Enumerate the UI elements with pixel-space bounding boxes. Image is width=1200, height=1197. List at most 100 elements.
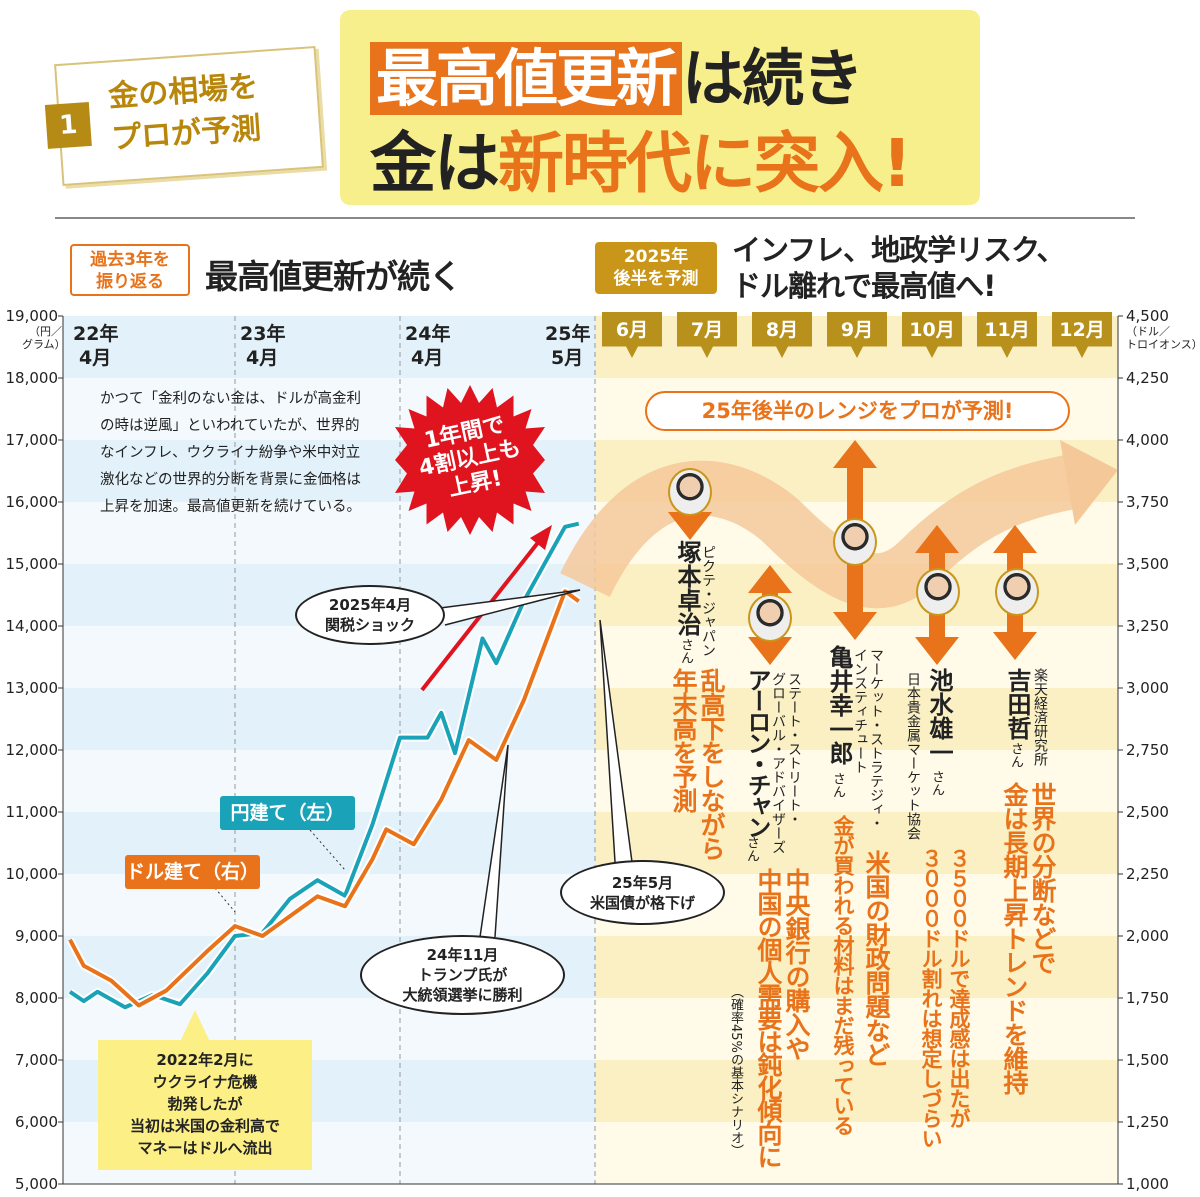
legend-dollar: ドル建て（右） — [125, 855, 260, 889]
expert-2-prediction-1: 中央銀行の購入や — [782, 868, 811, 1060]
y-left-tick-label: 16,000 — [5, 493, 59, 511]
y-left-tick-label: 5,000 — [15, 1175, 58, 1193]
y-right-tick-label: 2,750 — [1126, 741, 1169, 759]
callout-line2: 米国債が格下げ — [589, 893, 695, 912]
y-left-tick-label: 8,000 — [15, 989, 58, 1007]
expert-3-name: 亀井幸一郎 — [825, 645, 853, 765]
callout-line1: 24年11月 — [426, 946, 499, 964]
expert-3-org-1: マーケット・ストラテジィ・ — [868, 648, 884, 830]
tag-line2: 振り返る — [96, 272, 164, 292]
callout-line3: 勃発したが — [167, 1095, 243, 1113]
callout-line1: 25年5月 — [611, 873, 674, 892]
expert-2-prediction-2: 中国の個人需要は鈍化傾向に — [754, 868, 783, 1167]
expert-4-prediction-2: ３０００ドル割れは想定しづらい — [919, 848, 943, 1148]
y-left-tick-label: 11,000 — [5, 803, 59, 821]
title-line2: 金は新時代に突入! — [370, 110, 912, 206]
expert-5-org: 楽天経済研究所 — [1032, 668, 1048, 766]
expert-1-suffix: さん — [678, 638, 693, 664]
bg-band-left — [63, 316, 595, 378]
expert-1-prediction-1: 乱高下をしながら — [697, 668, 726, 860]
callout-line5: マネーはドルへ流出 — [137, 1139, 273, 1157]
tick-year: 24年 — [405, 323, 451, 345]
unit-line2: グラム） — [22, 338, 66, 351]
y-right-tick-label: 4,000 — [1126, 431, 1169, 449]
title-line1: 最高値更新は続き — [370, 28, 864, 118]
callout-line3: 大統領選挙に勝利 — [402, 986, 523, 1004]
bg-band-right — [595, 936, 1118, 998]
bg-band-right — [595, 688, 1118, 750]
callout-line2: 関税ショック — [324, 616, 415, 634]
ukraine-pointer — [180, 1010, 210, 1042]
tick-month: 4月 — [79, 347, 112, 369]
right-heading: インフレ、地政学リスク、 ドル離れで最高値へ! — [732, 232, 1066, 304]
callout-tariff-shock: 2025年4月 関税ショック — [295, 585, 445, 645]
expert-3-photo — [833, 518, 877, 566]
y-left-tick-label: 18,000 — [5, 369, 59, 387]
legend-yen: 円建て（左） — [220, 796, 355, 830]
tick-year: 25年 — [545, 323, 591, 345]
y-left-tick-label: 17,000 — [5, 431, 59, 449]
y-right-tick-label: 1,250 — [1126, 1113, 1169, 1131]
expert-1-photo — [668, 468, 712, 516]
expert-3-suffix: さん — [830, 772, 845, 798]
tick-month: 4月 — [411, 347, 444, 369]
tag-line1: 2025年 — [623, 247, 689, 267]
red-arrowhead — [530, 525, 552, 550]
right-section-tag: 2025年 後半を予測 — [595, 242, 717, 294]
expert-1-org: ピクテ・ジャパン — [700, 545, 716, 657]
y-left-tick-label: 15,000 — [5, 555, 59, 573]
expert-5-name: 吉田哲 — [1003, 668, 1031, 740]
expert-5-prediction-2: 金は長期上昇トレンドを維持 — [1000, 782, 1029, 1094]
callout-line2: トランプ氏が — [417, 966, 508, 984]
left-section-tag: 過去3年を 振り返る — [70, 244, 190, 296]
expert-3-org-2: インスティチュート — [852, 648, 868, 774]
y-left-tick-label: 14,000 — [5, 617, 59, 635]
dollar-label-leader — [214, 887, 236, 913]
bg-band-right — [595, 1060, 1118, 1122]
y-right-tick-label: 4,500 — [1126, 307, 1169, 325]
expert-4-prediction-1: ３５００ドルで達成感は出たが — [947, 848, 971, 1128]
right-axis-unit: （ドル／ トロイオンス） — [1126, 325, 1200, 351]
y-right-tick-label: 4,250 — [1126, 369, 1169, 387]
expert-1-name: 塚本卓治 — [673, 540, 701, 636]
y-right-tick-label: 2,500 — [1126, 803, 1169, 821]
description-text: かつて「金利のない金は、ドルが高金利の時は逆風」といわれていたが、世界的なインフ… — [100, 391, 361, 515]
bg-band-right — [595, 750, 1118, 812]
expert-2-note: （確率45%の基本シナリオ） — [728, 985, 743, 1157]
tick-year: 23年 — [240, 323, 286, 345]
tick-month: 5月 — [551, 347, 584, 369]
y-left-tick-label: 19,000 — [5, 307, 59, 325]
yen-label-leader — [309, 829, 346, 871]
expert-2-org-2: グローバル・アドバイザーズ — [770, 672, 786, 854]
y-left-tick-label: 13,000 — [5, 679, 59, 697]
y-left-tick-label: 10,000 — [5, 865, 59, 883]
title-line2-b: 新時代に突入! — [498, 125, 912, 202]
trump-pointer — [479, 744, 509, 938]
expert-5-photo — [995, 568, 1039, 616]
expert-4-photo — [916, 568, 960, 616]
unit-line1: （円／ — [29, 325, 62, 338]
x-tick-24-4: 24年 4月 — [405, 322, 450, 370]
y-right-tick-label: 3,250 — [1126, 617, 1169, 635]
expert-4-suffix: さん — [929, 770, 944, 796]
bg-band-right — [595, 1122, 1118, 1184]
expert-4-org: 日本貴金属マーケット協会 — [905, 672, 921, 840]
tick-year: 22年 — [73, 323, 119, 345]
title-highlight: 最高値更新 — [370, 42, 683, 115]
y-right-tick-label: 1,750 — [1126, 989, 1169, 1007]
unit-line2: トロイオンス） — [1126, 338, 1200, 351]
callout-line1: 2022年2月に — [156, 1051, 254, 1069]
y-left-tick-label: 7,000 — [15, 1051, 58, 1069]
y-right-tick-label: 1,000 — [1126, 1175, 1169, 1193]
callout-trump: 24年11月 トランプ氏が 大統領選挙に勝利 — [360, 935, 565, 1015]
tag-line2: 後半を予測 — [613, 269, 699, 289]
y-right-tick-label: 3,500 — [1126, 555, 1169, 573]
expert-5-prediction-1: 世界の分断などで — [1028, 782, 1057, 974]
expert-1-prediction-2: 年末高を予測 — [669, 668, 698, 812]
range-banner: 25年後半のレンジをプロが予測! — [645, 391, 1070, 431]
expert-3-prediction-2: 金が買われる材料はまだ残っている — [831, 815, 855, 1135]
x-tick-22-4: 22年 4月 — [73, 322, 118, 370]
tag-line1: 過去3年を — [90, 250, 170, 270]
expert-2-photo — [748, 594, 792, 642]
y-left-tick-label: 12,000 — [5, 741, 59, 759]
